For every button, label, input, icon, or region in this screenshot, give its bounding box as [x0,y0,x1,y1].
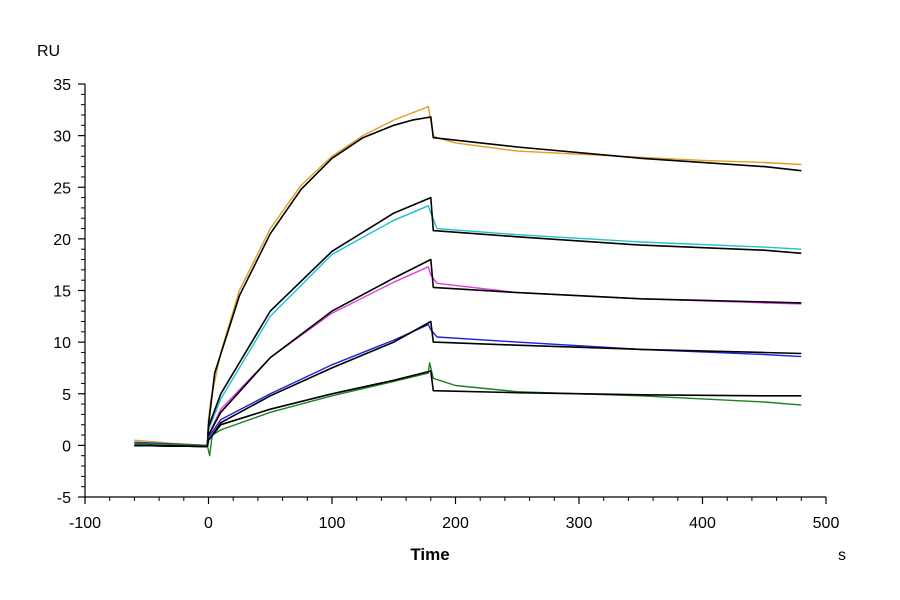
y-tick-label: -5 [57,490,71,507]
y-tick-label: 35 [53,77,71,94]
y-tick-label: 5 [62,387,71,404]
y-tick-label: 0 [62,438,71,455]
series-line-8 [134,320,802,448]
series-line-5 [134,266,802,447]
y-tick-label: 25 [53,180,71,197]
series-line-4 [134,196,802,448]
x-tick-label: -100 [69,515,101,532]
series-line-9 [134,362,802,457]
series-line-10 [134,370,802,448]
series-line-6 [134,258,802,448]
x-axis-unit: s [838,547,846,564]
y-axis-label: RU [37,43,60,60]
x-tick-label: 200 [442,515,469,532]
series-line-2 [134,116,802,448]
x-tick-label: 0 [204,515,213,532]
y-tick-label: 20 [53,232,71,249]
y-tick-label: 30 [53,129,71,146]
x-axis-ticks: -100 0 100 200 300 400 500 [69,497,839,532]
axes [84,84,826,498]
x-tick-label: 100 [319,515,346,532]
x-axis-title: Time [410,545,449,564]
x-tick-label: 300 [566,515,593,532]
y-tick-label: 15 [53,284,71,301]
plot-area [134,105,802,457]
x-tick-label: 400 [689,515,716,532]
x-tick-label: 500 [813,515,840,532]
y-axis-ticks: -5 0 5 10 15 20 25 30 35 [53,77,85,507]
y-tick-label: 10 [53,335,71,352]
series-line-3 [134,205,802,447]
